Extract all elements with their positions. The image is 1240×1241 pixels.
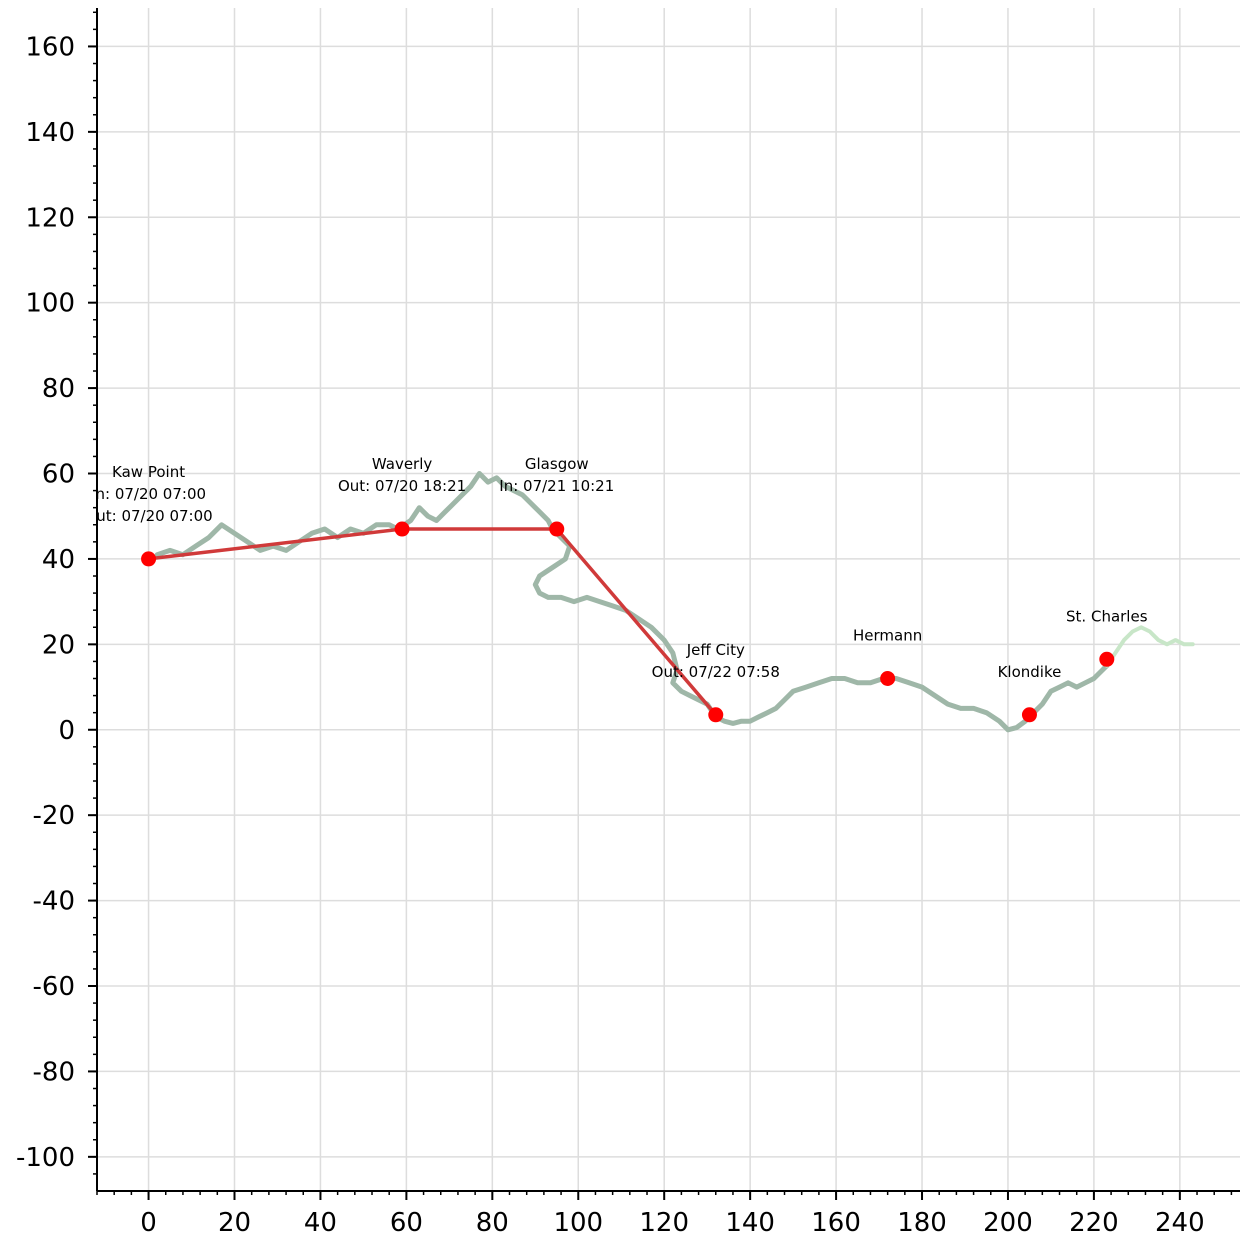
y-tick-label: 40	[42, 545, 75, 575]
station-marker	[141, 551, 157, 567]
x-tick-label: 200	[983, 1208, 1033, 1238]
station-label: Kaw Point	[112, 463, 185, 481]
river-path	[154, 471, 1110, 733]
station-marker	[394, 521, 410, 537]
station-label: Jeff City	[686, 641, 745, 659]
axes: 0 20 40 60 80 100 120 140 160 180 200 220 240-100-80…	[16, 8, 1240, 1238]
x-tick-label: 20	[218, 1208, 251, 1238]
station-label: In: 07/20 07:00	[91, 485, 206, 503]
x-tick-label: 120	[639, 1208, 689, 1238]
y-tick-label: 60	[42, 460, 75, 490]
station-label: Klondike	[998, 663, 1062, 681]
series-layer	[148, 471, 1195, 733]
x-tick-label: 220	[1069, 1208, 1119, 1238]
station-label: St. Charles	[1066, 607, 1148, 625]
station-marker	[1099, 651, 1115, 667]
x-tick-label: 180	[897, 1208, 947, 1238]
x-tick-label: 60	[390, 1208, 423, 1238]
station-label: Waverly	[372, 455, 433, 473]
y-tick-label: 20	[42, 630, 75, 660]
x-tick-label: 0	[140, 1208, 157, 1238]
x-tick-label: 240	[1155, 1208, 1205, 1238]
y-tick-label: -100	[16, 1143, 75, 1173]
station-marker	[880, 671, 896, 687]
station-label: Glasgow	[525, 455, 589, 473]
y-tick-label: -40	[33, 887, 75, 917]
y-tick-label: 0	[58, 716, 75, 746]
grid	[97, 8, 1240, 1191]
station-label: Out: 07/20 07:00	[84, 507, 212, 525]
y-tick-label: 80	[42, 374, 75, 404]
river-end-path	[1104, 625, 1195, 668]
x-tick-label: 80	[476, 1208, 509, 1238]
x-tick-label: 40	[304, 1208, 337, 1238]
y-tick-label: 160	[25, 32, 75, 62]
y-tick-label: -60	[33, 972, 75, 1002]
route-line	[148, 527, 718, 716]
station-label: Out: 07/22 07:58	[652, 663, 780, 681]
y-tick-label: 120	[25, 203, 75, 233]
y-tick-label: 100	[25, 289, 75, 319]
x-tick-label: 160	[811, 1208, 861, 1238]
station-layer: Kaw Point In: 07/20 07:00 Out: 07/20 07:00…	[84, 455, 1148, 723]
station-marker	[708, 707, 724, 723]
x-tick-label: 140	[725, 1208, 775, 1238]
station-label: Hermann	[853, 627, 922, 645]
station-marker	[1021, 707, 1037, 723]
y-tick-label: -80	[33, 1057, 75, 1087]
x-tick-label: 100	[553, 1208, 603, 1238]
station-label: In: 07/21 10:21	[499, 477, 614, 495]
station-marker	[549, 521, 565, 537]
y-tick-label: -20	[33, 801, 75, 831]
y-tick-label: 140	[25, 118, 75, 148]
station-label: Out: 07/20 18:21	[338, 477, 466, 495]
